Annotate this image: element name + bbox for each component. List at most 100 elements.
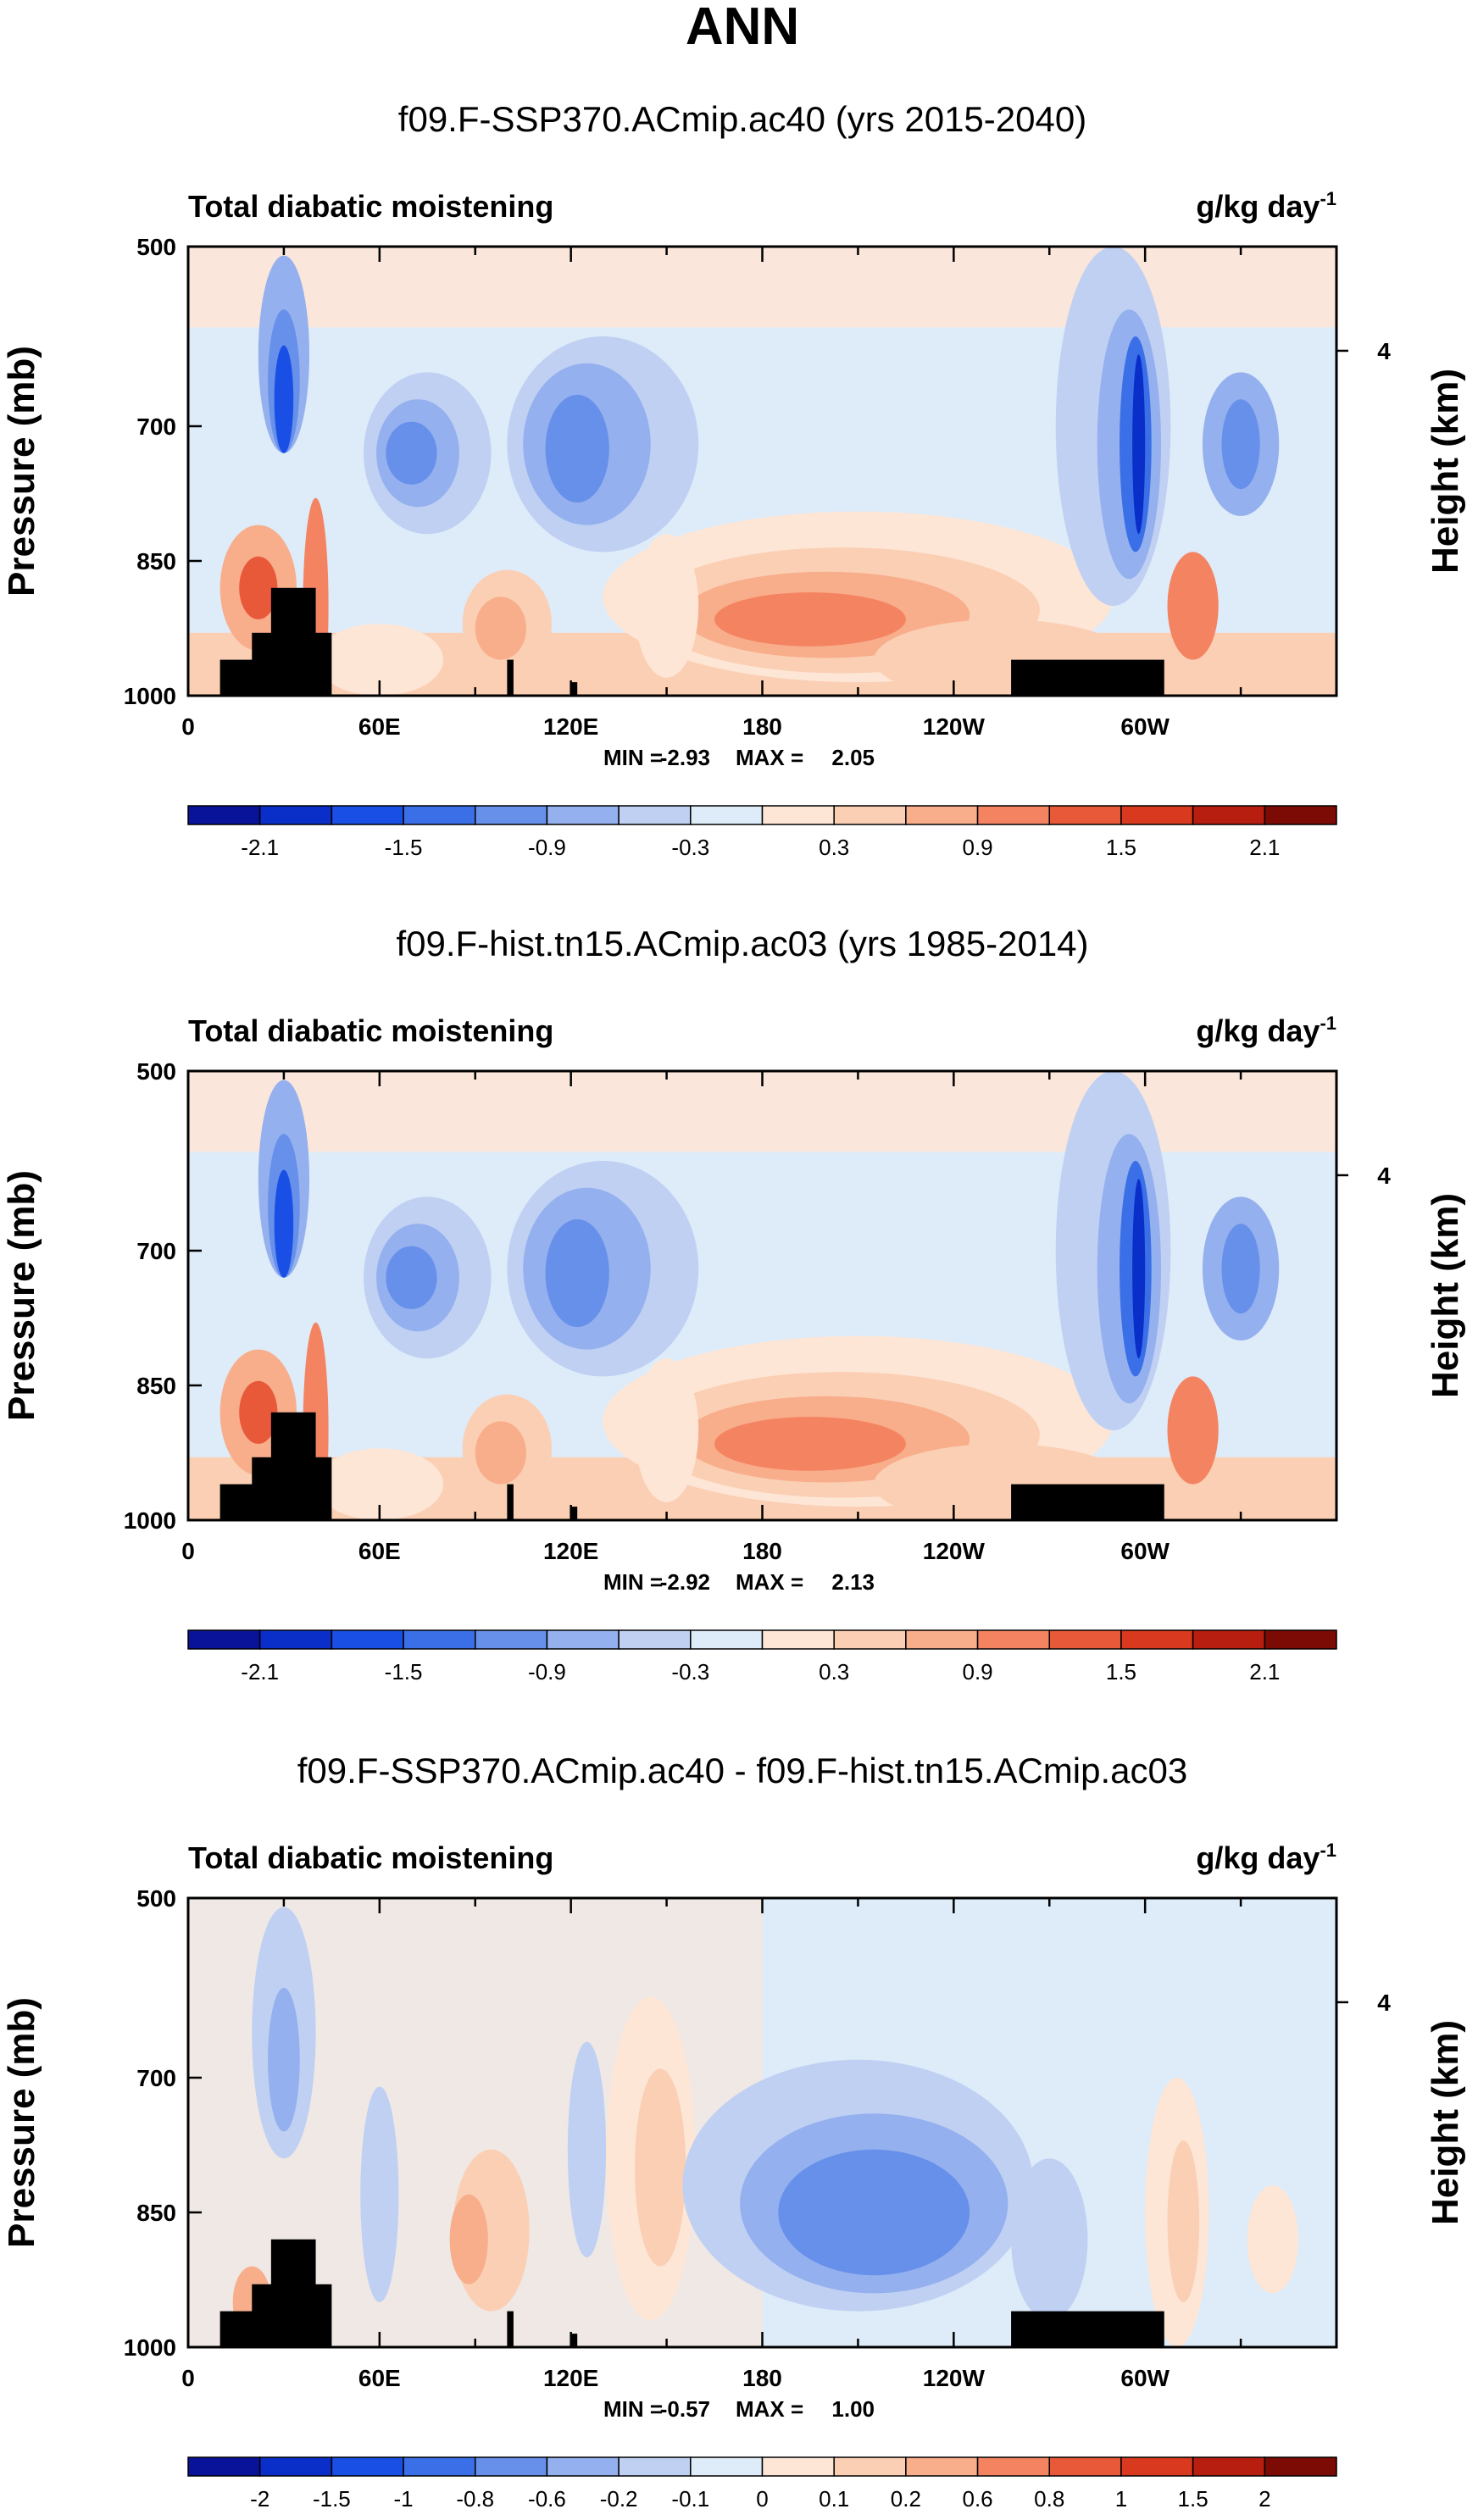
colorbar-swatch bbox=[618, 805, 692, 825]
terrain-mask bbox=[1011, 659, 1164, 696]
terrain-mask bbox=[270, 587, 316, 696]
contour-region bbox=[1221, 399, 1260, 490]
contour-region bbox=[1167, 552, 1219, 660]
contour-region bbox=[274, 1169, 294, 1278]
x-tick-label: 120E bbox=[543, 713, 598, 740]
colorbar-swatch bbox=[1048, 805, 1122, 825]
colorbar-swatch bbox=[905, 2456, 979, 2477]
y-tick-label: 1000 bbox=[124, 683, 176, 709]
colorbar-label: 1.5 bbox=[1106, 1659, 1136, 1685]
terrain-mask bbox=[1011, 2311, 1164, 2347]
x-tick-label: 60E bbox=[358, 1538, 401, 1564]
colorbar-swatch bbox=[1192, 2456, 1266, 2477]
colorbar-swatch bbox=[618, 1629, 692, 1650]
stats-max-label: MAX = bbox=[736, 745, 803, 770]
contour-field bbox=[188, 1898, 1298, 2347]
x-tick-label: 120E bbox=[543, 2365, 598, 2391]
contour-region bbox=[634, 2068, 686, 2267]
colorbar-label: 0.8 bbox=[1034, 2486, 1064, 2512]
y-tick-label: 700 bbox=[136, 414, 176, 440]
colorbar-swatch bbox=[187, 1629, 261, 1650]
terrain-mask bbox=[570, 1507, 578, 1520]
x-tick-label: 60W bbox=[1120, 1538, 1170, 1564]
colorbar-label: 1.5 bbox=[1178, 2486, 1209, 2512]
contour-region bbox=[1221, 1224, 1260, 1314]
contour-region bbox=[1167, 2140, 1200, 2303]
colorbar-swatch bbox=[1192, 1629, 1266, 1650]
contour-region bbox=[1247, 2185, 1298, 2294]
colorbar-swatch bbox=[475, 805, 548, 825]
colorbar-label: -0.1 bbox=[671, 2486, 709, 2512]
x-tick-label: 60E bbox=[358, 713, 401, 740]
colorbar-label: -0.2 bbox=[600, 2486, 638, 2512]
colorbar-swatch bbox=[976, 805, 1050, 825]
contour-region bbox=[360, 2086, 399, 2302]
variable-label: Total diabatic moistening bbox=[188, 1013, 553, 1048]
stats-max-label: MAX = bbox=[736, 2396, 803, 2422]
colorbar-swatch bbox=[1264, 805, 1337, 825]
colorbar-label: 1.5 bbox=[1106, 835, 1136, 860]
colorbar-label: -0.6 bbox=[528, 2486, 566, 2512]
colorbar-label: -2 bbox=[250, 2486, 269, 2512]
y-axis-label: Pressure (mb) bbox=[1, 1170, 42, 1421]
x-tick-label: 120W bbox=[923, 1538, 986, 1564]
contour-field bbox=[188, 1071, 1336, 1520]
colorbar-label: 2.1 bbox=[1249, 835, 1280, 860]
terrain-mask bbox=[507, 2311, 514, 2347]
x-tick-label: 180 bbox=[742, 1538, 782, 1564]
colorbar-swatch bbox=[690, 805, 764, 825]
colorbar-swatch bbox=[546, 805, 620, 825]
terrain-mask bbox=[270, 1412, 316, 1520]
colorbar-swatch bbox=[187, 2456, 261, 2477]
stats-min-label: MIN = bbox=[603, 1569, 663, 1595]
y-axis-label: Pressure (mb) bbox=[1, 1997, 42, 2248]
terrain-mask bbox=[1011, 1484, 1164, 1520]
variable-label: Total diabatic moistening bbox=[188, 189, 553, 224]
x-tick-label: 0 bbox=[181, 2365, 195, 2391]
x-tick-label: 120E bbox=[543, 1538, 598, 1564]
colorbar-swatch bbox=[976, 1629, 1050, 1650]
colorbar-swatch bbox=[546, 2456, 620, 2477]
y2-axis-label: Height (km) bbox=[1425, 369, 1466, 574]
contour-region bbox=[1167, 1376, 1219, 1485]
colorbar-label: 0 bbox=[756, 2486, 768, 2512]
x-tick-label: 120W bbox=[923, 2365, 986, 2391]
colorbar-label: 2 bbox=[1259, 2486, 1270, 2512]
x-tick-label: 60W bbox=[1120, 713, 1170, 740]
panel-3: f09.F-SSP370.ACmip.ac40 - f09.F-hist.tn1… bbox=[1, 1751, 1466, 2512]
terrain-mask bbox=[507, 659, 514, 696]
colorbar-swatch bbox=[833, 1629, 907, 1650]
colorbar-label: 2.1 bbox=[1249, 1659, 1280, 1685]
colorbar-swatch bbox=[1120, 2456, 1194, 2477]
colorbar-swatch bbox=[258, 805, 333, 825]
y-tick-label: 700 bbox=[136, 1238, 176, 1264]
contour-region bbox=[714, 1417, 906, 1471]
x-tick-label: 120W bbox=[923, 713, 986, 740]
contour-region bbox=[475, 1421, 526, 1485]
contour-region bbox=[1132, 1179, 1146, 1359]
colorbar-label: 0.6 bbox=[962, 2486, 992, 2512]
colorbar-label: 0.2 bbox=[891, 2486, 921, 2512]
colorbar-swatch bbox=[833, 805, 907, 825]
stats-min-value: -2.93 bbox=[660, 745, 710, 770]
y-tick-label: 1000 bbox=[124, 1507, 176, 1534]
colorbar-swatch bbox=[1264, 1629, 1337, 1650]
stats-max-value: 2.05 bbox=[831, 745, 875, 770]
stats-min-label: MIN = bbox=[603, 2396, 663, 2422]
stats-max-label: MAX = bbox=[736, 1569, 803, 1595]
contour-region bbox=[315, 624, 444, 696]
x-tick-label: 0 bbox=[181, 713, 195, 740]
colorbar-swatch bbox=[1048, 2456, 1122, 2477]
panel-title: f09.F-hist.tn15.ACmip.ac03 (yrs 1985-201… bbox=[396, 924, 1088, 963]
colorbar-swatch bbox=[1120, 805, 1194, 825]
colorbar-label: -1.5 bbox=[313, 2486, 351, 2512]
colorbar-label: 1 bbox=[1115, 2486, 1127, 2512]
contour-region bbox=[1132, 354, 1146, 535]
colorbar-label: -0.9 bbox=[528, 1659, 566, 1685]
units-label: g/kg day-1 bbox=[1196, 1013, 1336, 1048]
contour-region bbox=[274, 345, 294, 453]
contour-region bbox=[449, 2194, 488, 2284]
contour-region bbox=[714, 592, 906, 647]
colorbar-swatch bbox=[761, 2456, 835, 2477]
colorbar-label: -2.1 bbox=[241, 835, 279, 860]
